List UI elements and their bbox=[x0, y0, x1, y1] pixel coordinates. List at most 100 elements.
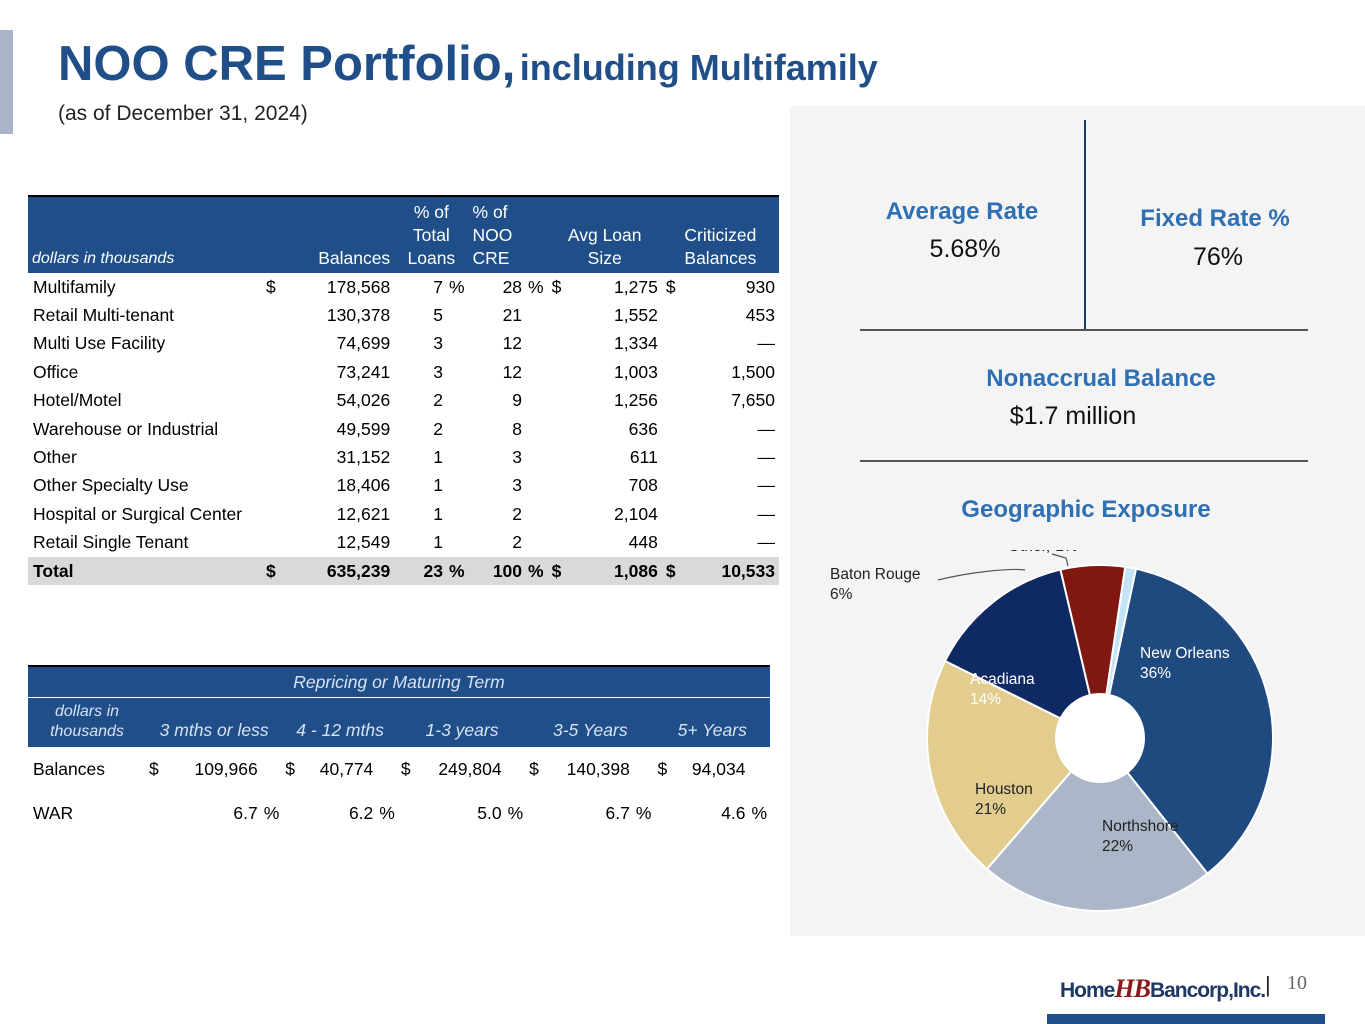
repricing-col-0: dollars in thousands bbox=[28, 697, 146, 747]
cell-pct-total-sfx bbox=[447, 443, 469, 471]
cell-pct-total-sfx bbox=[447, 529, 469, 557]
table-row: Office 73,241 3 12 1,003 1,500 bbox=[28, 358, 779, 386]
pie-label-pct: 21% bbox=[975, 801, 1006, 818]
row-label: WAR bbox=[33, 802, 74, 823]
cell-cur2 bbox=[548, 443, 570, 471]
cell-balance: 54,026 bbox=[336, 390, 391, 411]
cell-criticized: 453 bbox=[745, 305, 775, 326]
cell-avg: 448 bbox=[628, 532, 658, 553]
cell-avg: 1,334 bbox=[614, 333, 658, 354]
currency-symbol: $ bbox=[529, 758, 539, 779]
repricing-balances-row: Balances $109,966 $40,774 $249,804 $140,398 $… bbox=[28, 747, 770, 791]
table-row: Other Specialty Use 18,406 1 3 708 — bbox=[28, 472, 779, 500]
cell-pct-total-sfx bbox=[447, 472, 469, 500]
cell-pct-noo: 21 bbox=[502, 305, 523, 326]
leader-line-baton-rouge bbox=[937, 568, 1026, 581]
col-pct-total-l3: Loans bbox=[407, 248, 456, 268]
repricing-band-row: Repricing or Maturing Term bbox=[28, 665, 770, 698]
col-avg-size-l2: Size bbox=[587, 248, 622, 268]
balance-value: 94,034 bbox=[691, 758, 746, 779]
spacer-cell bbox=[748, 747, 770, 791]
table-row: Retail Multi-tenant 130,378 5 21 1,552 453 bbox=[28, 301, 779, 329]
cell-balance: 49,599 bbox=[336, 418, 391, 439]
cell-pct-noo-sfx bbox=[526, 387, 548, 415]
currency-symbol: $ bbox=[285, 758, 296, 779]
pie-slice-new-orleans bbox=[1098, 567, 1274, 875]
cell-avg: 1,256 bbox=[614, 390, 658, 411]
row-label: Retail Single Tenant bbox=[33, 532, 189, 553]
cell-pct-total-sfx: % bbox=[448, 276, 465, 297]
cell-cur3 bbox=[662, 529, 684, 557]
cell-cur1 bbox=[262, 387, 284, 415]
pie-label-pct: 36% bbox=[1140, 665, 1171, 682]
cell-pct-noo-sfx bbox=[526, 415, 548, 443]
cell-cur2: $ bbox=[551, 276, 562, 297]
repricing-col-2: 4 - 12 mths bbox=[282, 697, 398, 747]
col-pct-total-l1: % of bbox=[413, 202, 449, 222]
chart-title: Geographic Exposure bbox=[961, 496, 1211, 523]
kpi-divider-1 bbox=[860, 329, 1308, 331]
row-label: Multi Use Facility bbox=[33, 333, 166, 354]
portfolio-table: dollars in thousands Balances % of Total… bbox=[28, 195, 779, 586]
cell-cur3: $ bbox=[665, 276, 676, 297]
page-title: NOO CRE Portfolio, including Multifamily bbox=[58, 36, 878, 92]
cell-pct-noo-sfx bbox=[526, 443, 548, 471]
cell-pct-noo-sfx bbox=[526, 529, 548, 557]
cell-cur1 bbox=[262, 415, 284, 443]
cell-pct-noo-sfx: % bbox=[526, 556, 548, 586]
cell-avg: 2,104 bbox=[614, 503, 658, 524]
cell-pct-noo: 12 bbox=[502, 361, 523, 382]
page-subtitle: (as of December 31, 2024) bbox=[58, 102, 308, 125]
cell-avg: 1,275 bbox=[614, 276, 658, 297]
cell-cur2 bbox=[548, 330, 570, 358]
footer-bar bbox=[1047, 1014, 1325, 1024]
cell-pct-noo-sfx bbox=[526, 472, 548, 500]
pie-slice-houston bbox=[926, 659, 1102, 871]
cell-balance: 18,406 bbox=[336, 475, 391, 496]
cell-pct-total: 1 bbox=[433, 503, 443, 524]
cell-cur3 bbox=[662, 358, 684, 386]
spacer-cell bbox=[146, 791, 162, 835]
donut-hole bbox=[1055, 693, 1145, 783]
cell-pct-total-sfx bbox=[447, 330, 469, 358]
war-value: 6.7 bbox=[605, 802, 630, 823]
cell-pct-noo: 9 bbox=[512, 390, 523, 411]
cell-cur1 bbox=[262, 472, 284, 500]
cell-pct-total-sfx: % bbox=[446, 556, 469, 586]
average-rate-label: Average Rate bbox=[885, 198, 1039, 225]
cell-criticized: — bbox=[757, 447, 776, 468]
repricing-header-row: dollars in thousands 3 mths or less 4 - … bbox=[28, 697, 770, 747]
leader-line-other bbox=[1051, 553, 1069, 567]
pie-label-pct: 22% bbox=[1102, 838, 1133, 855]
cell-pct-total: 3 bbox=[433, 333, 443, 354]
cell-criticized: — bbox=[757, 418, 776, 439]
col-pct-noo-l3: CRE bbox=[472, 248, 510, 268]
pie-label-houston: Houston 21% bbox=[975, 781, 1033, 818]
cell-pct-total-sfx bbox=[447, 301, 469, 329]
balance-value: 140,398 bbox=[566, 758, 630, 779]
average-rate-value: 5.68% bbox=[929, 235, 1001, 263]
col-criticized: Criticized Balances bbox=[662, 196, 779, 273]
cell-criticized: — bbox=[757, 532, 776, 553]
cell-pct-total: 1 bbox=[433, 532, 443, 553]
repricing-table-body: Balances $109,966 $40,774 $249,804 $140,398 $… bbox=[28, 747, 770, 835]
repricing-col-4: 3-5 Years bbox=[526, 697, 655, 747]
col-balances: Balances bbox=[318, 248, 391, 268]
cell-criticized: — bbox=[757, 503, 776, 524]
cell-pct-noo-sfx: % bbox=[528, 276, 544, 297]
cell-avg: 1,552 bbox=[614, 305, 658, 326]
cell-balance: 12,621 bbox=[336, 503, 391, 524]
cell-cur3 bbox=[662, 301, 684, 329]
table-row: Hospital or Surgical Center 12,621 1 2 2,104… bbox=[28, 500, 779, 528]
table-row: Other 31,152 1 3 611 — bbox=[28, 443, 779, 471]
spacer-cell bbox=[654, 791, 670, 835]
col-avg-size-l1: Avg Loan bbox=[567, 225, 642, 245]
logo-mark: HB bbox=[1114, 974, 1151, 1003]
logo-left-text: Home bbox=[1060, 979, 1115, 1002]
cell-cur3 bbox=[662, 500, 684, 528]
spacer-cell bbox=[282, 791, 298, 835]
war-value: 6.7 bbox=[233, 802, 258, 823]
table-row: Multi Use Facility 74,699 3 12 1,334 — bbox=[28, 330, 779, 358]
col-criticized-l1: Criticized bbox=[684, 225, 757, 245]
row-label: Other Specialty Use bbox=[33, 475, 189, 496]
